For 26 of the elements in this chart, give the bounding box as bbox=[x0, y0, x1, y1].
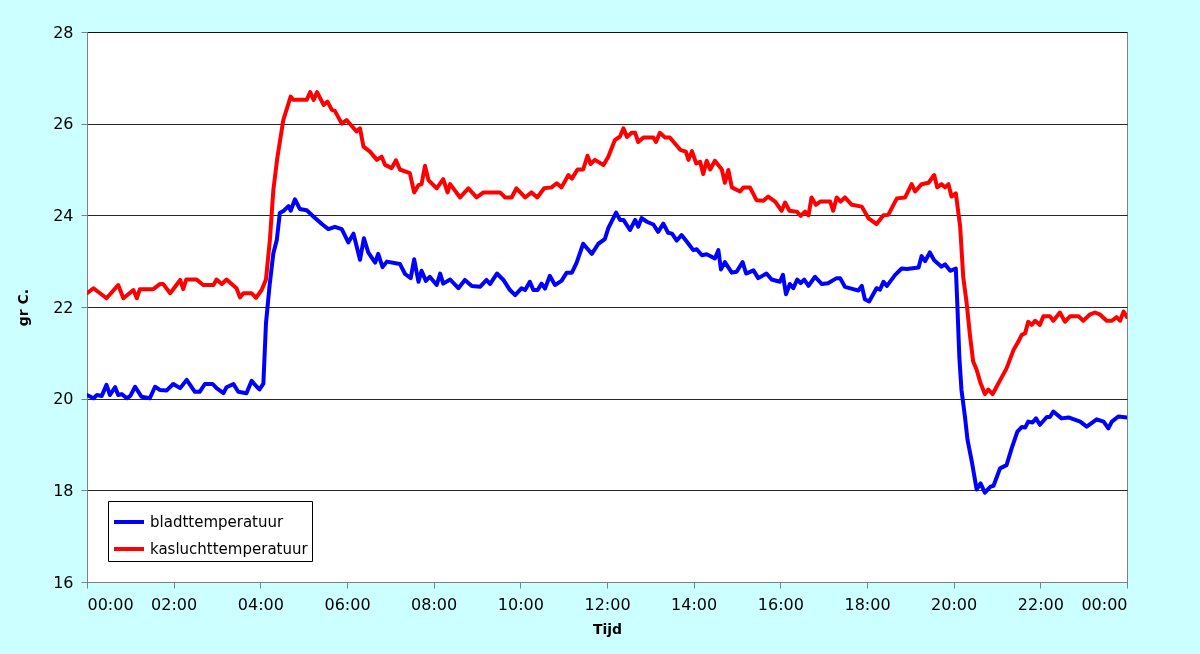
y-axis-title: gr C. bbox=[15, 288, 32, 327]
x-tick-label: 08:00 bbox=[411, 594, 458, 614]
x-tick-label: 00:00 bbox=[87, 594, 134, 614]
y-tick-label: 18 bbox=[53, 480, 74, 500]
x-tick-label: 18:00 bbox=[844, 594, 891, 614]
x-tick-label: 06:00 bbox=[324, 594, 371, 614]
x-tick-label: 04:00 bbox=[237, 594, 284, 614]
x-axis-title: Tijd bbox=[592, 620, 623, 637]
legend-label: kasluchttemperatuur bbox=[150, 540, 309, 558]
x-tick-label: 02:00 bbox=[151, 594, 198, 614]
line-series bbox=[87, 197, 1127, 495]
x-tick-label: 00:00 bbox=[1081, 594, 1128, 614]
x-tick-label: 20:00 bbox=[931, 594, 978, 614]
x-tick-label: 14:00 bbox=[671, 594, 718, 614]
y-tick-label: 26 bbox=[53, 114, 74, 134]
y-tick-label: 24 bbox=[53, 205, 74, 225]
x-tick-label: 12:00 bbox=[584, 594, 631, 614]
y-tick-label: 20 bbox=[53, 389, 74, 409]
y-tick-label: 28 bbox=[53, 22, 74, 42]
y-tick-label: 22 bbox=[53, 297, 74, 317]
legend-label: bladttemperatuur bbox=[150, 513, 285, 531]
x-tick-label: 22:00 bbox=[1017, 594, 1064, 614]
x-tick-label: 10:00 bbox=[497, 594, 544, 614]
y-tick-label: 16 bbox=[53, 572, 74, 592]
x-tick-label: 16:00 bbox=[757, 594, 804, 614]
line-series bbox=[87, 90, 1127, 397]
